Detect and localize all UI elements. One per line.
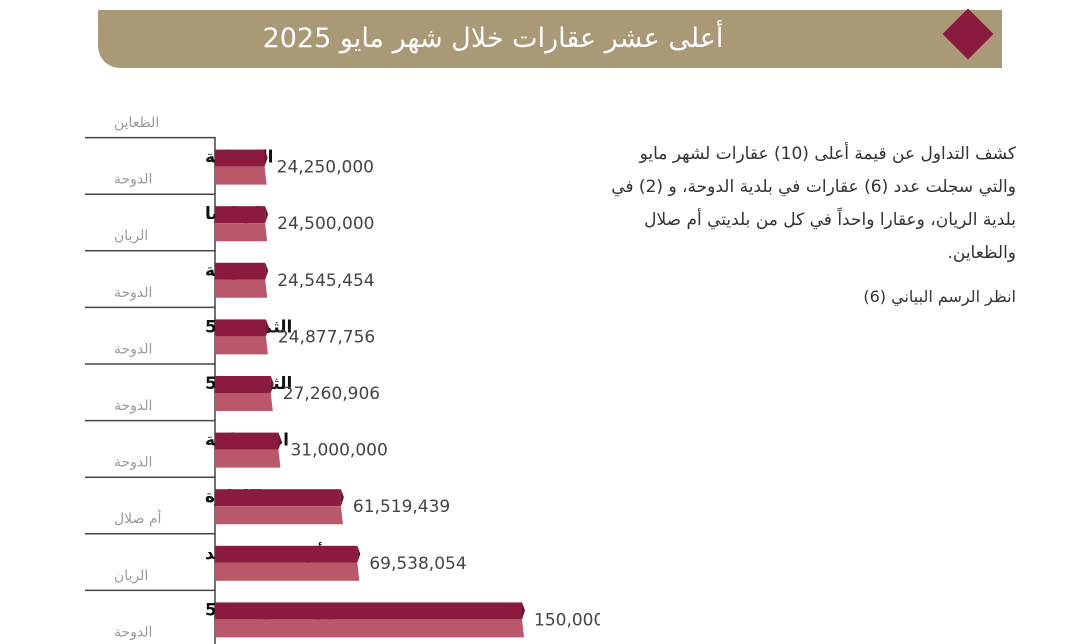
bar-shade	[215, 449, 281, 468]
bar-shade	[215, 562, 360, 581]
bar-shade	[215, 336, 268, 355]
bar	[215, 602, 522, 620]
value-label: 150,000,000	[534, 610, 600, 630]
bar-chart: الظعاينالصخامةالدوحة24,250,000ام لخباالر…	[85, 115, 600, 644]
bar	[215, 545, 358, 563]
municipality-label: الظعاين	[114, 115, 159, 131]
bar	[215, 149, 265, 167]
bar	[215, 206, 266, 224]
value-label: 24,545,454	[277, 271, 374, 291]
bar-tip	[265, 319, 269, 337]
municipality-label: الدوحة	[114, 285, 152, 301]
title-banner	[98, 10, 1002, 68]
municipality-label: الريان	[114, 568, 148, 584]
bar	[215, 376, 271, 393]
value-label: 69,538,054	[369, 554, 466, 574]
municipality-label: الدوحة	[114, 455, 152, 471]
bar-tip	[265, 206, 269, 224]
bar-shade	[215, 619, 524, 638]
bar-tip	[265, 262, 269, 280]
bar-shade	[215, 279, 268, 298]
page-title: أعلى عشر عقارات خلال شهر مايو 2025	[262, 23, 724, 54]
bar-tip	[340, 489, 344, 507]
bar-tip	[264, 149, 268, 167]
bar	[215, 432, 279, 450]
bar-shade	[215, 393, 273, 411]
row-bracket	[85, 533, 216, 591]
municipality-label: الدوحة	[114, 341, 152, 357]
row-bracket	[85, 193, 216, 251]
bar-shade	[215, 223, 268, 242]
bar	[215, 262, 266, 280]
value-label: 24,877,756	[278, 327, 375, 347]
municipality-label: الدوحة	[114, 172, 152, 188]
bar-tip	[278, 432, 282, 450]
bar-tip	[270, 376, 274, 393]
bar-tip	[357, 545, 361, 563]
bar-shade	[215, 506, 343, 525]
bar-shade	[215, 166, 267, 185]
bar-tip	[522, 602, 525, 620]
bar	[215, 489, 341, 507]
bar	[215, 319, 266, 337]
municipality-label: الريان	[114, 228, 148, 244]
description-paragraph: كشف التداول عن قيمة أعلى (10) عقارات لشه…	[611, 144, 1016, 263]
municipality-label: أم صلال	[114, 509, 162, 527]
see-chart-note: انظر الرسم البياني (6)	[863, 287, 1016, 306]
municipality-label: الدوحة	[114, 398, 152, 414]
municipality-label: الدوحة	[114, 624, 152, 640]
value-label: 24,250,000	[277, 158, 374, 178]
value-label: 61,519,439	[353, 497, 450, 517]
value-label: 31,000,000	[290, 441, 387, 461]
value-label: 24,500,000	[277, 214, 374, 234]
value-label: 27,260,906	[283, 384, 380, 404]
